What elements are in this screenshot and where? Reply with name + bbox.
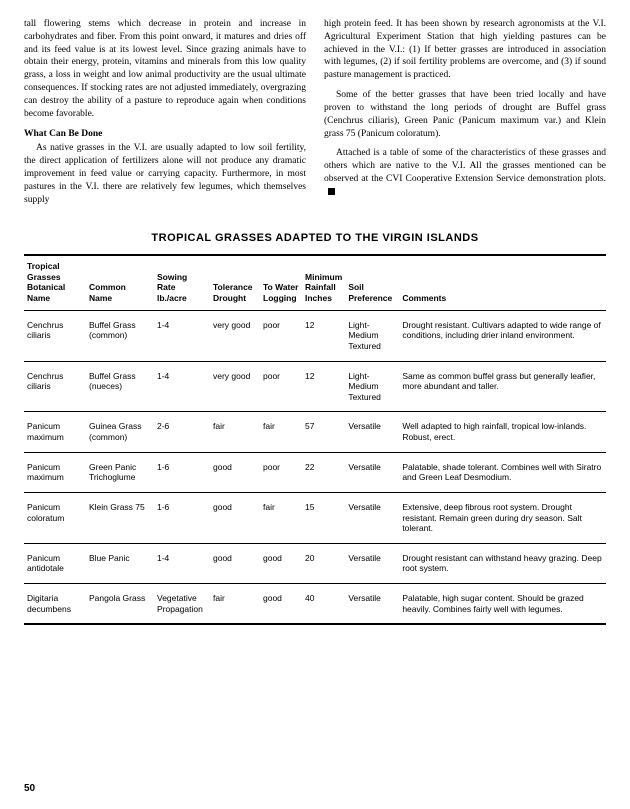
- td-comments: Palatable, high sugar content. Should be…: [399, 584, 606, 625]
- td-water: poor: [260, 452, 302, 492]
- td-botanical: Panicum maximum: [24, 412, 86, 452]
- td-soil: Versatile: [345, 543, 399, 583]
- td-botanical: Panicum coloratum: [24, 492, 86, 543]
- td-drought: good: [210, 492, 260, 543]
- td-common: Green Panic Trichoglume: [86, 452, 154, 492]
- td-soil: Versatile: [345, 492, 399, 543]
- td-common: Buffel Grass (common): [86, 310, 154, 361]
- th-sowing: Sowing Rate lb./acre: [154, 255, 210, 310]
- td-sowing: Vegetative Propagation: [154, 584, 210, 625]
- td-rainfall: 40: [302, 584, 345, 625]
- td-rainfall: 20: [302, 543, 345, 583]
- td-sowing: 1-4: [154, 543, 210, 583]
- td-botanical: Cenchrus ciliaris: [24, 361, 86, 412]
- td-drought: very good: [210, 310, 260, 361]
- th-rainfall: Minimum Rainfall Inches: [302, 255, 345, 310]
- td-soil: Versatile: [345, 584, 399, 625]
- td-rainfall: 12: [302, 310, 345, 361]
- td-rainfall: 22: [302, 452, 345, 492]
- table-title: TROPICAL GRASSES ADAPTED TO THE VIRGIN I…: [24, 231, 606, 246]
- td-common: Buffel Grass (nueces): [86, 361, 154, 412]
- page-number: 50: [24, 782, 35, 796]
- paragraph: tall flowering stems which decrease in p…: [24, 18, 306, 121]
- th-comments: Comments: [399, 255, 606, 310]
- td-sowing: 1-4: [154, 361, 210, 412]
- td-comments: Well adapted to high rainfall, tropical …: [399, 412, 606, 452]
- td-soil: Light-Medium Textured: [345, 361, 399, 412]
- table-header-row: Tropical Grasses Botanical Name Common N…: [24, 255, 606, 310]
- td-soil: Light-Medium Textured: [345, 310, 399, 361]
- td-comments: Palatable, shade tolerant. Combines well…: [399, 452, 606, 492]
- td-comments: Same as common buffel grass but generall…: [399, 361, 606, 412]
- table-row: Cenchrus ciliarisBuffel Grass (common)1-…: [24, 310, 606, 361]
- column-right: high protein feed. It has been shown by …: [324, 18, 606, 213]
- td-common: Klein Grass 75: [86, 492, 154, 543]
- subheading: What Can Be Done: [24, 128, 306, 141]
- td-soil: Versatile: [345, 412, 399, 452]
- td-water: poor: [260, 361, 302, 412]
- td-sowing: 1-6: [154, 492, 210, 543]
- td-botanical: Panicum maximum: [24, 452, 86, 492]
- td-comments: Drought resistant. Cultivars adapted to …: [399, 310, 606, 361]
- paragraph: high protein feed. It has been shown by …: [324, 18, 606, 82]
- td-rainfall: 57: [302, 412, 345, 452]
- td-water: good: [260, 584, 302, 625]
- td-water: poor: [260, 310, 302, 361]
- td-water: fair: [260, 412, 302, 452]
- paragraph: As native grasses in the V.I. are usuall…: [24, 142, 306, 206]
- table-row: Panicum coloratumKlein Grass 751-6goodfa…: [24, 492, 606, 543]
- th-common: Common Name: [86, 255, 154, 310]
- table-row: Cenchrus ciliarisBuffel Grass (nueces)1-…: [24, 361, 606, 412]
- td-common: Pangola Grass: [86, 584, 154, 625]
- table-row: Panicum antidotaleBlue Panic1-4goodgood2…: [24, 543, 606, 583]
- td-drought: good: [210, 452, 260, 492]
- td-rainfall: 12: [302, 361, 345, 412]
- td-common: Guinea Grass (common): [86, 412, 154, 452]
- table-row: Panicum maximumGreen Panic Trichoglume1-…: [24, 452, 606, 492]
- td-comments: Extensive, deep fibrous root system. Dro…: [399, 492, 606, 543]
- td-botanical: Panicum antidotale: [24, 543, 86, 583]
- th-soil: Soil Preference: [345, 255, 399, 310]
- th-botanical: Tropical Grasses Botanical Name: [24, 255, 86, 310]
- td-comments: Drought resistant can withstand heavy gr…: [399, 543, 606, 583]
- grasses-table: Tropical Grasses Botanical Name Common N…: [24, 254, 606, 625]
- th-drought: Tolerance Drought: [210, 255, 260, 310]
- end-mark-icon: [328, 188, 335, 195]
- paragraph: Attached is a table of some of the chara…: [324, 147, 606, 198]
- td-sowing: 1-6: [154, 452, 210, 492]
- table-row: Panicum maximumGuinea Grass (common)2-6f…: [24, 412, 606, 452]
- td-water: fair: [260, 492, 302, 543]
- td-soil: Versatile: [345, 452, 399, 492]
- td-common: Blue Panic: [86, 543, 154, 583]
- table-row: Digitaria decumbensPangola GrassVegetati…: [24, 584, 606, 625]
- td-water: good: [260, 543, 302, 583]
- td-sowing: 1-4: [154, 310, 210, 361]
- text-columns: tall flowering stems which decrease in p…: [24, 18, 606, 213]
- th-water: To Water Logging: [260, 255, 302, 310]
- td-drought: fair: [210, 584, 260, 625]
- td-botanical: Cenchrus ciliaris: [24, 310, 86, 361]
- td-drought: fair: [210, 412, 260, 452]
- td-rainfall: 15: [302, 492, 345, 543]
- column-left: tall flowering stems which decrease in p…: [24, 18, 306, 213]
- td-botanical: Digitaria decumbens: [24, 584, 86, 625]
- td-drought: very good: [210, 361, 260, 412]
- td-drought: good: [210, 543, 260, 583]
- td-sowing: 2-6: [154, 412, 210, 452]
- paragraph: Some of the better grasses that have bee…: [324, 89, 606, 140]
